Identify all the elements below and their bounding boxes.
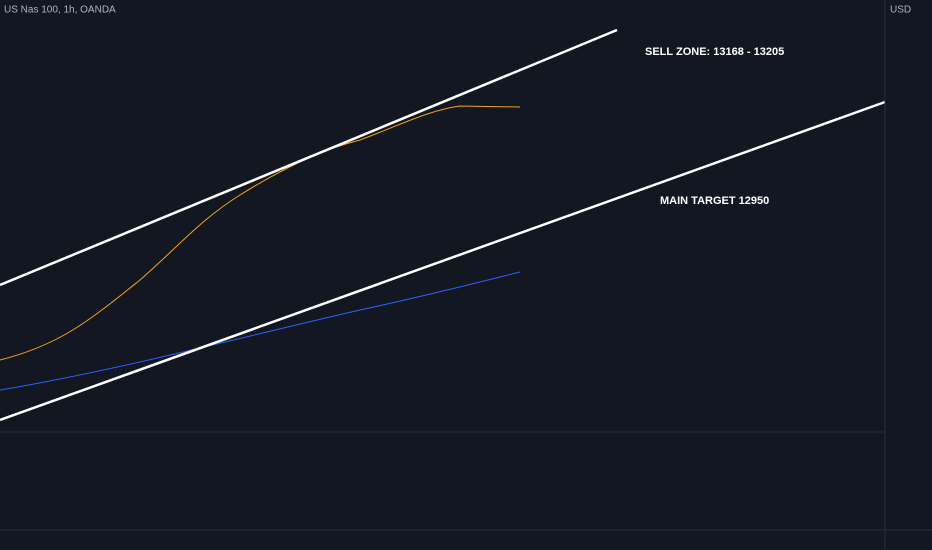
ma-orange [0, 105, 521, 361]
currency: USD [890, 5, 911, 16]
sell-zone-label: SELL ZONE: 13168 - 13205 [645, 46, 784, 58]
target-label: MAIN TARGET 12950 [660, 195, 769, 207]
ma-blue [0, 271, 521, 391]
trend-line [0, 28, 618, 287]
price-axis [885, 0, 932, 550]
symbol-title: US Nas 100, 1h, OANDA [4, 5, 116, 16]
trend-line [0, 100, 886, 422]
